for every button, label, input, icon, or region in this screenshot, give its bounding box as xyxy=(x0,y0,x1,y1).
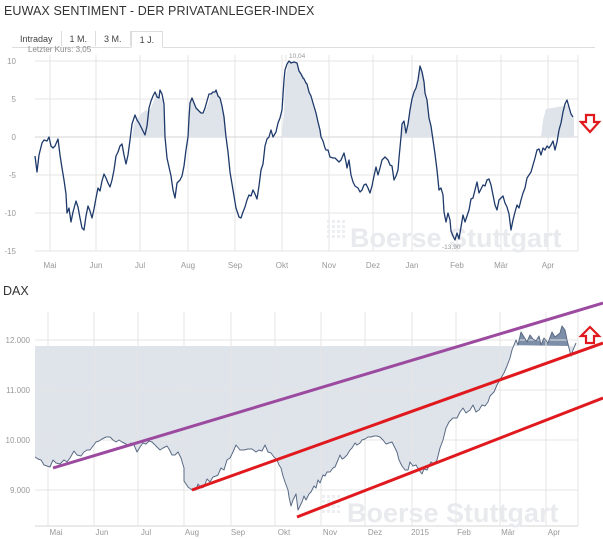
middle-trendline xyxy=(191,341,603,492)
dax-reference-area xyxy=(35,326,573,510)
svg-text:12.000: 12.000 xyxy=(6,336,31,345)
svg-text:Mär: Mär xyxy=(494,261,508,270)
last-price-label: Letzter Kurs: 3,05 xyxy=(28,45,92,54)
timeframe-tabs: Intraday 1 M. 3 M. 1 J. xyxy=(12,31,595,48)
svg-text:0: 0 xyxy=(12,133,17,142)
dax-watermark-logo-icon: Boerse Stuttgart xyxy=(322,495,559,528)
svg-text:Jan: Jan xyxy=(406,261,419,270)
dax-y-axis: 12.000 11.000 10.000 9.000 xyxy=(6,336,31,495)
svg-text:9.000: 9.000 xyxy=(10,486,31,495)
svg-text:Okt: Okt xyxy=(278,528,291,537)
max-annotation: 10,04 xyxy=(289,53,306,60)
svg-text:Mai: Mai xyxy=(50,528,63,537)
svg-text:Boerse Stuttgart: Boerse Stuttgart xyxy=(347,498,559,528)
svg-text:Feb: Feb xyxy=(450,261,464,270)
tab-3-months[interactable]: 3 M. xyxy=(96,31,131,46)
upper-trendline xyxy=(52,301,603,470)
tab-1-month[interactable]: 1 M. xyxy=(62,31,97,46)
sentiment-chart: 10 5 0 -5 -10 -15 Mai Jun Jul Aug Sep Ok… xyxy=(4,53,602,270)
svg-text:10.000: 10.000 xyxy=(6,436,31,445)
svg-text:Mär: Mär xyxy=(501,528,515,537)
svg-text:Sep: Sep xyxy=(231,528,246,537)
svg-text:-10: -10 xyxy=(4,209,16,218)
svg-text:10: 10 xyxy=(7,57,16,66)
sentiment-line xyxy=(34,60,574,241)
svg-text:Mai: Mai xyxy=(44,261,57,270)
dax-grid xyxy=(35,312,579,527)
svg-text:Sep: Sep xyxy=(228,261,243,270)
svg-text:11.000: 11.000 xyxy=(6,386,30,395)
sentiment-y-axis: 10 5 0 -5 -10 -15 xyxy=(4,57,16,256)
svg-text:-5: -5 xyxy=(9,171,17,180)
sentiment-x-axis: Mai Jun Jul Aug Sep Okt Nov Dez Jan Feb … xyxy=(44,261,555,270)
svg-text:Jun: Jun xyxy=(96,528,109,537)
up-arrow-icon xyxy=(578,325,602,345)
svg-text:2015: 2015 xyxy=(411,528,429,537)
svg-text:-15: -15 xyxy=(4,247,16,256)
svg-text:Nov: Nov xyxy=(323,528,337,537)
down-arrow-icon xyxy=(578,113,602,134)
dax-title: DAX xyxy=(3,284,29,298)
svg-text:Feb: Feb xyxy=(457,528,471,537)
tab-intraday[interactable]: Intraday xyxy=(12,31,62,46)
min-annotation: -13,90 xyxy=(442,244,461,251)
svg-text:Jun: Jun xyxy=(90,261,103,270)
svg-text:Apr: Apr xyxy=(542,261,555,270)
tab-1-year[interactable]: 1 J. xyxy=(130,31,164,48)
svg-text:5: 5 xyxy=(12,95,17,104)
svg-text:Jul: Jul xyxy=(141,528,151,537)
svg-text:Aug: Aug xyxy=(185,528,199,537)
svg-text:Nov: Nov xyxy=(322,261,336,270)
svg-text:Dez: Dez xyxy=(368,528,382,537)
dax-above-reference-area xyxy=(518,326,569,348)
dax-x-axis: Mai Jun Jul Aug Sep Okt Nov Dez 2015 Feb… xyxy=(50,528,561,537)
svg-text:Apr: Apr xyxy=(548,528,561,537)
lower-trendline xyxy=(296,396,603,519)
svg-text:Aug: Aug xyxy=(181,261,195,270)
svg-text:Jul: Jul xyxy=(135,261,145,270)
chart-title: EUWAX SENTIMENT - DER PRIVATANLEGER-INDE… xyxy=(4,4,315,18)
svg-text:Dez: Dez xyxy=(366,261,380,270)
svg-text:Okt: Okt xyxy=(276,261,289,270)
sentiment-grid xyxy=(35,55,579,252)
